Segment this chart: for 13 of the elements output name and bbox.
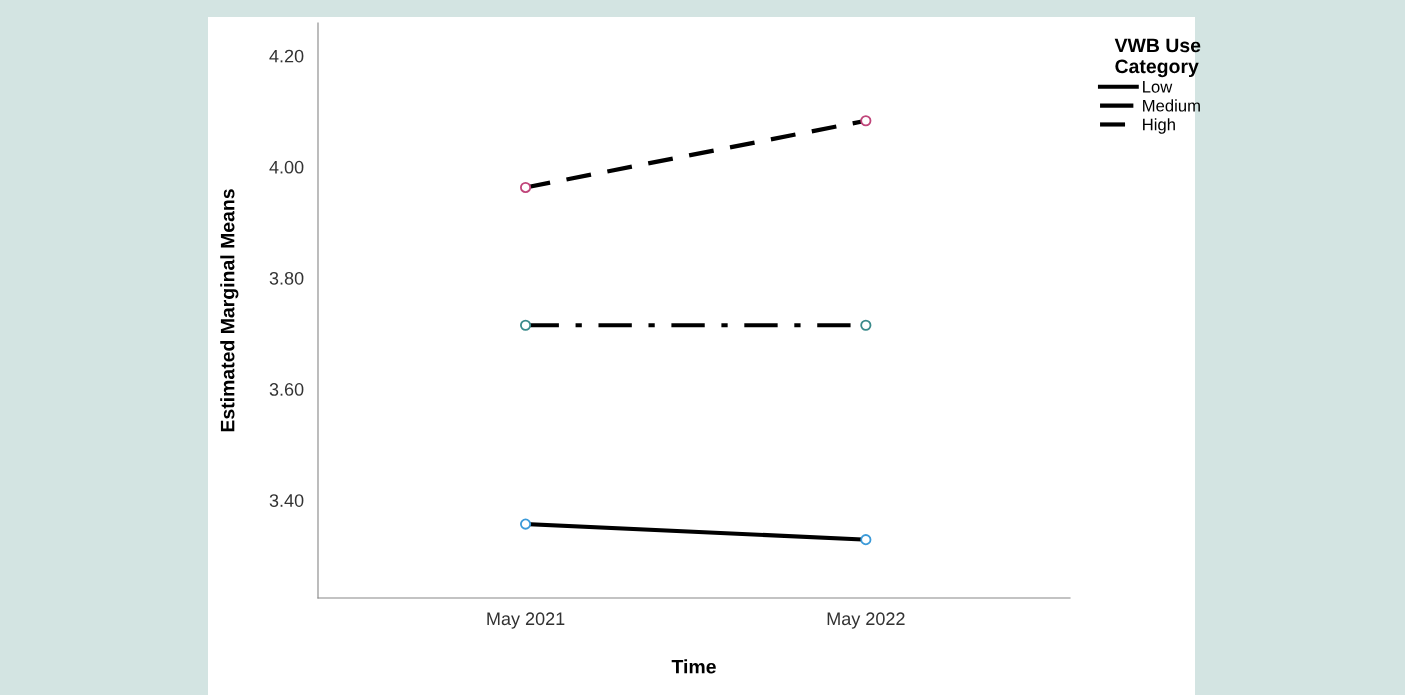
y-tick-label: 3.80 [269, 271, 304, 285]
x-axis-title: Time [671, 659, 716, 674]
legend-label: Low [1143, 81, 1173, 93]
legend-label: High [1143, 118, 1175, 134]
x-tick-label: May 2022 [827, 612, 905, 629]
y-tick-label: 3.60 [269, 383, 304, 396]
y-axis-title: Estimated Marginal Means [220, 189, 239, 432]
y-tick-label: 4.20 [269, 49, 304, 63]
legend-title: VWB Use Category [1114, 38, 1201, 78]
x-tick-label: May 2021 [487, 612, 565, 629]
y-tick-label: 3.40 [269, 494, 304, 507]
legend-label: Medium [1143, 99, 1200, 112]
y-tick-label: 4.00 [269, 160, 304, 174]
